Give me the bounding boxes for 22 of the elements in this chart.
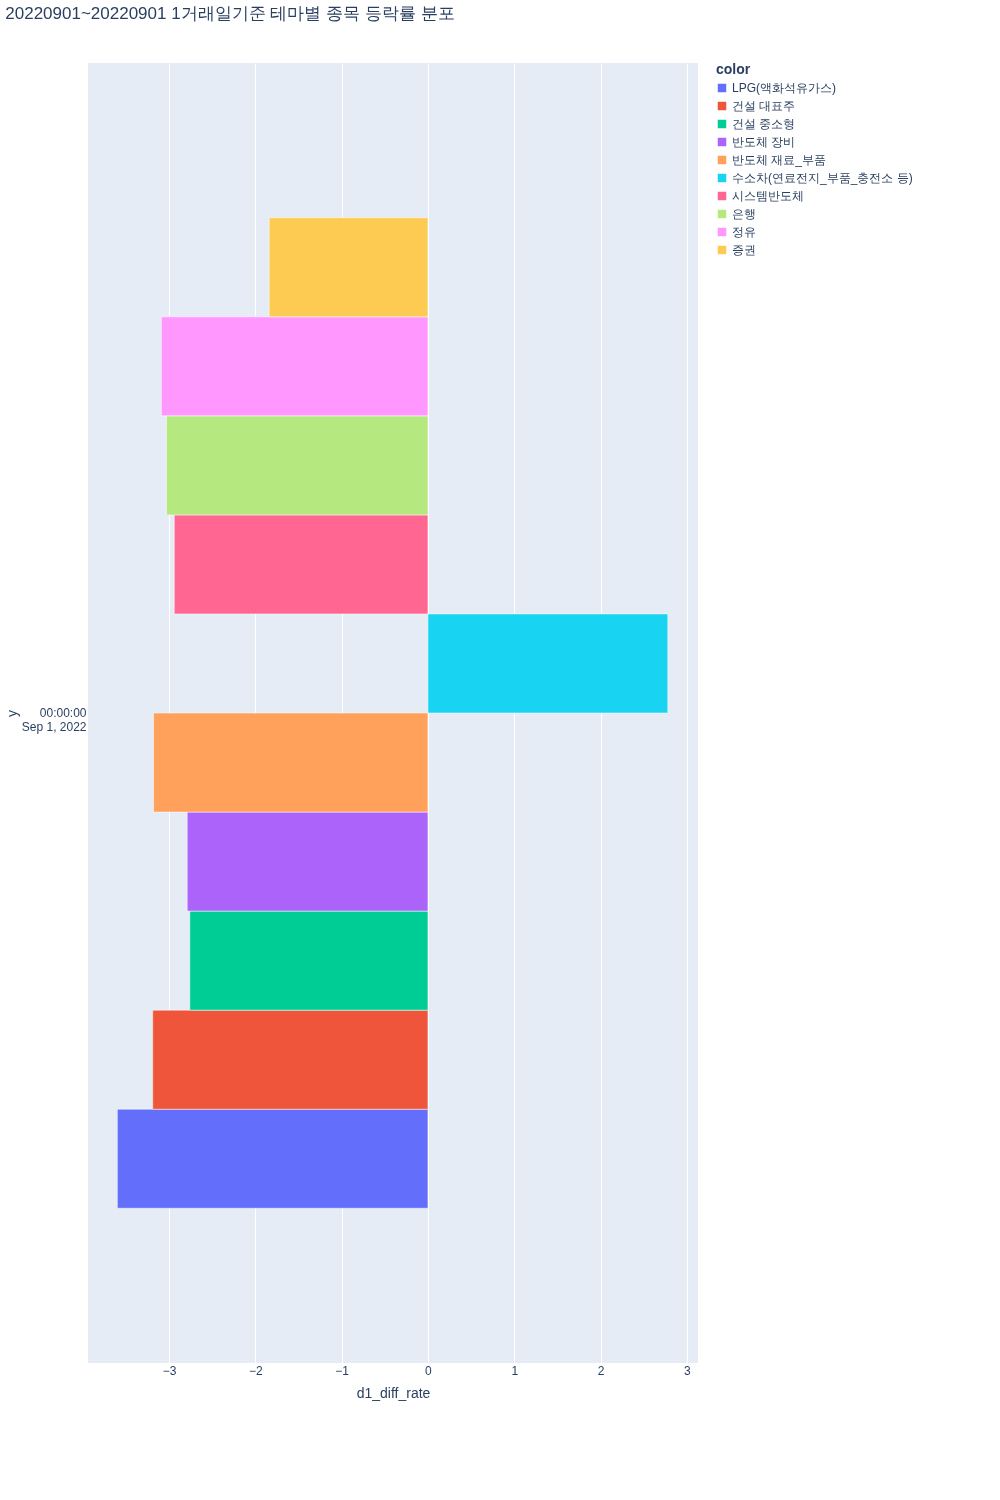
legend-label: 정유 [732,225,756,239]
y-axis-title: y [3,710,20,717]
x-tick-label: −2 [249,1363,264,1378]
legend-label: 증권 [732,243,756,257]
legend-label: 은행 [732,207,756,221]
y-tick-label: 00:00:00 Sep 1, 2022 [21,706,87,734]
legend-label: 수소차(연료전지_부품_충전소 등) [732,171,913,185]
legend-label: 건설 대표주 [732,99,796,113]
legend-label: 반도체 장비 [732,135,796,149]
legend-label: 시스템반도체 [732,189,804,203]
x-tick-label: 3 [683,1363,691,1378]
x-axis-title: d1_diff_rate [356,1384,431,1401]
legend-label: LPG(액화석유가스) [732,81,837,95]
chart-title: 20220901~20220901 1거래일기준 테마별 종목 등락률 분포 [5,4,455,23]
legend-label: 반도체 재료_부품 [732,153,827,167]
legend-label: 건설 중소형 [732,117,796,131]
x-tick-label: 2 [597,1363,605,1378]
legend-title: color [716,61,751,77]
x-tick-label: 1 [511,1363,519,1378]
x-tick-label: −3 [162,1363,177,1378]
x-tick-label: −1 [335,1363,350,1378]
x-tick-label: 0 [425,1363,433,1378]
